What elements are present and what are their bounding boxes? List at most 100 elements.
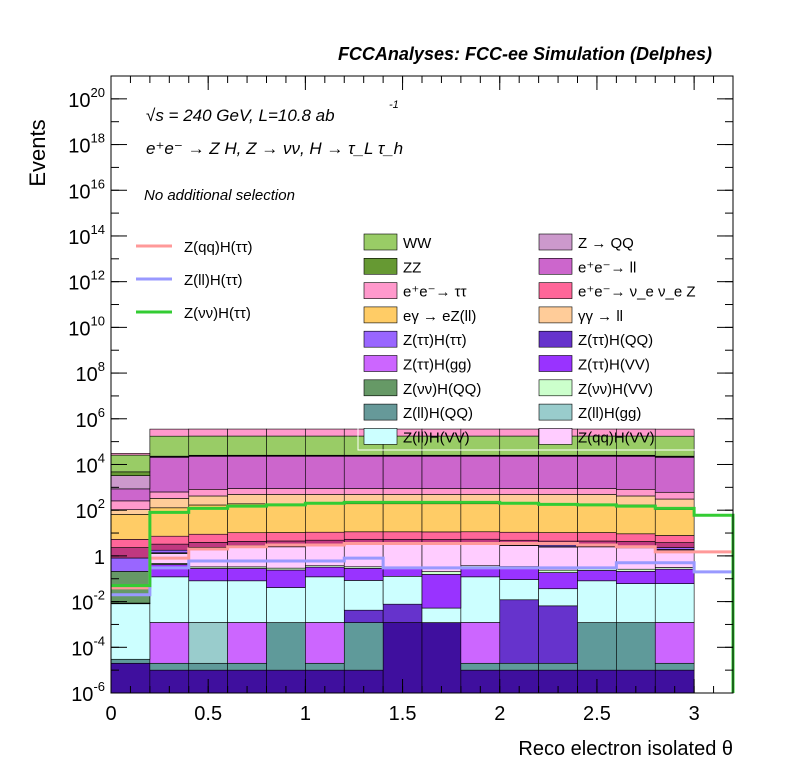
bar-12-7: [382, 531, 423, 540]
bar-8-6: [343, 543, 384, 568]
bar-5-0: [110, 603, 151, 660]
bar-16-0: [110, 488, 151, 502]
legend-swatch-1: [538, 233, 573, 251]
bar-6-2: [188, 568, 228, 582]
bar-4-1: [149, 622, 190, 664]
bar-5-2: [188, 580, 228, 623]
annotation-energy-exponent: -1: [389, 99, 399, 111]
bar-6-5: [305, 566, 345, 578]
bar-15-4: [266, 488, 306, 495]
bar-6-8: [421, 574, 462, 609]
bar-14-1: [149, 498, 190, 509]
bar-8-4: [266, 546, 306, 569]
bar-12-10: [499, 531, 539, 541]
bar-15-12: [577, 488, 617, 495]
ylabel: Events: [25, 119, 50, 186]
ytick-label-2: 10-2: [71, 588, 105, 615]
xtick-label-0: 0: [105, 703, 116, 725]
legend-swatch-4: [363, 282, 398, 299]
xtick-label-1: 0.5: [194, 703, 222, 725]
legend-fill-label-0: WW: [403, 235, 432, 252]
bar-10-0: [110, 557, 151, 572]
legend: Z(qq)H(ττ) Z(ll)H(ττ) Z(νν)H(ττ) WW Z → QQ ZZ…: [136, 227, 697, 451]
bar-8-12: [577, 546, 617, 569]
bar-20-3: [227, 428, 267, 437]
legend-swatch-5: [538, 282, 573, 299]
bar-11-13: [616, 541, 656, 547]
axis-ticks: 0 0.5 1 1.5 2 2.5 3 10-6 10-4 10-2 1 102 104 106 108 10…: [68, 76, 734, 725]
bar-1-6: [343, 622, 384, 671]
legend-fill-label-16: Z(ll)H(VV): [403, 429, 470, 446]
bar-11-5: [305, 539, 345, 545]
ytick-label-10: 1014: [68, 222, 105, 249]
bar-15-13: [616, 489, 656, 497]
bar-13-3: [227, 503, 267, 534]
bar-20-1: [149, 428, 190, 437]
legend-line-label-0: Z(qq)H(ττ): [184, 239, 253, 256]
bar-16-10: [499, 455, 539, 489]
signal-line-1: [111, 556, 735, 693]
bar-13-8: [421, 503, 462, 533]
bar-13-9: [460, 503, 501, 533]
bar-5-8: [421, 607, 462, 623]
bar-15-11: [538, 488, 578, 495]
bar-13-11: [538, 503, 578, 533]
legend-line-label-2: Z(νν)H(ττ): [184, 305, 251, 322]
bar-19-10: [499, 435, 539, 456]
bar-1-9: [460, 662, 501, 671]
bar-12-1: [149, 535, 190, 545]
bar-1-3: [227, 662, 267, 671]
ytick-label-0: 10-6: [71, 679, 105, 706]
bar-12-0: [110, 539, 151, 548]
bar-14-11: [538, 494, 578, 505]
bar-20-2: [188, 428, 228, 437]
bar-13-5: [305, 503, 345, 533]
bar-19-4: [266, 435, 306, 456]
bar-12-13: [616, 533, 656, 542]
bar-16-4: [266, 455, 306, 489]
bar-15-9: [460, 488, 501, 495]
bar-15-7: [382, 488, 423, 495]
bar-8-2: [188, 549, 228, 568]
bar-15-1: [149, 491, 190, 499]
bar-13-7: [382, 503, 423, 533]
legend-swatch-8: [363, 330, 398, 348]
bar-6-14: [654, 568, 695, 584]
legend-fill-label-6: eγ → eZ(ll): [403, 308, 476, 325]
bar-4-9: [460, 622, 501, 664]
legend-swatch-3: [538, 257, 573, 275]
bar-19-3: [227, 435, 267, 456]
bar-12-12: [577, 532, 617, 542]
legend-fill-label-10: Z(ττ)H(gg): [403, 357, 472, 374]
bar-6-4: [266, 569, 306, 588]
annotation-selection: No additional selection: [144, 187, 295, 204]
bar-20-5: [305, 428, 345, 437]
bar-1-10: [499, 662, 539, 671]
bar-15-10: [499, 488, 539, 495]
legend-swatch-0: [363, 233, 398, 251]
ytick-label-1: 10-4: [71, 633, 105, 660]
bar-13-14: [654, 509, 695, 536]
ytick-label-9: 1012: [68, 268, 105, 295]
bar-6-10: [499, 567, 539, 580]
bar-16-11: [538, 455, 578, 489]
bar-6-13: [616, 571, 656, 584]
xtick-label-2: 1: [300, 703, 311, 725]
signal-lines: [111, 500, 735, 693]
bar-14-4: [266, 494, 306, 505]
bar-12-11: [538, 532, 578, 542]
legend-fill-label-9: Z(ττ)H(QQ): [578, 332, 653, 349]
bar-8-7: [382, 543, 423, 568]
bar-13-12: [577, 503, 617, 533]
xtick-label-4: 2: [494, 703, 505, 725]
annotation-energy: √s = 240 GeV, L=10.8 ab -1: [146, 99, 399, 125]
ytick-label-6: 106: [76, 405, 105, 432]
bar-5-10: [499, 579, 539, 601]
bar-2-2: [188, 622, 228, 664]
legend-fill-label-17: Z(qq)H(VV): [578, 429, 655, 446]
legend-fill-label-12: Z(νν)H(QQ): [403, 381, 481, 398]
bar-11-14: [654, 542, 695, 548]
ytick-label-3: 1: [94, 547, 105, 569]
bar-20-4: [266, 428, 306, 437]
